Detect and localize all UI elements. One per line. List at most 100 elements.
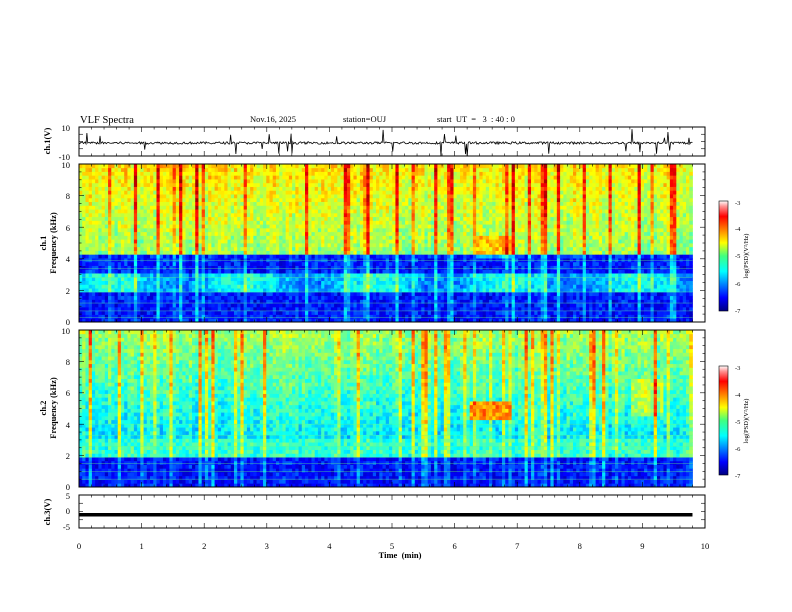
spectrogram-cell [133, 171, 138, 176]
spectrogram-cell [434, 216, 438, 221]
spectrogram-cell [188, 288, 193, 293]
spectrogram-cell [424, 265, 429, 270]
spectrogram-cell [137, 239, 141, 244]
spectrogram-cell [114, 273, 119, 278]
spectrogram-cell [250, 190, 254, 195]
spectrogram-cell [124, 295, 128, 300]
spectrogram-cell [182, 194, 186, 199]
spectrogram-cell [359, 306, 364, 312]
spectrogram-cell [279, 227, 283, 233]
spectrogram-cell [172, 243, 177, 248]
spectrogram-cell [398, 243, 403, 248]
spectrogram-cell [188, 235, 193, 240]
spectrogram-cell [275, 318, 280, 323]
spectrogram-cell [166, 231, 170, 236]
spectrogram-cell [421, 186, 425, 191]
spectrogram-cell [324, 179, 329, 184]
spectrogram-cell [359, 239, 364, 244]
spectrogram-cell [430, 205, 435, 210]
spectrogram-cell [201, 269, 206, 274]
spectrogram-cell [275, 167, 280, 172]
spectrogram-cell [288, 303, 293, 308]
spectrogram-cell [324, 246, 329, 251]
spectrogram-cell [447, 220, 451, 225]
spectrogram-cell [298, 167, 303, 172]
spectrogram-cell [269, 227, 274, 233]
spectrogram-cell [227, 276, 232, 282]
spectrogram-cell [340, 231, 345, 236]
spectrogram-cell [340, 227, 345, 233]
spectrogram-cell [204, 273, 209, 278]
spectrogram-cell [282, 227, 287, 233]
spectrogram-cell [366, 235, 370, 240]
spectrogram-cell [185, 273, 190, 278]
spectrogram-cell [392, 254, 396, 259]
spectrogram-cell [440, 239, 445, 244]
spectrogram-cell [240, 299, 245, 304]
spectrogram-cell [340, 261, 345, 266]
spectrogram-cell [117, 273, 122, 278]
spectrogram-cell [185, 239, 190, 244]
spectrogram-cell [275, 201, 280, 206]
spectrogram-cell [185, 269, 190, 274]
spectrogram-cell [305, 167, 309, 172]
spectrogram-cell [401, 273, 406, 278]
spectrogram-cell [159, 220, 164, 225]
spectrogram-cell [376, 164, 380, 169]
spectrogram-cell [263, 194, 267, 199]
spectrogram-cell [201, 182, 206, 187]
spectrogram-cell [314, 239, 319, 244]
spectrogram-cell [330, 194, 335, 199]
spectrogram-cell [305, 295, 309, 300]
spectrogram-cell [88, 250, 93, 255]
spectrogram-cell [133, 175, 138, 180]
spectrogram-cell [230, 194, 235, 199]
spectrogram-cell [382, 194, 387, 199]
spectrogram-cell [437, 216, 442, 221]
spectrogram-cell [230, 227, 235, 233]
spectrogram-cell [91, 276, 96, 282]
spectrogram-cell [104, 284, 109, 289]
spectrogram-cell [253, 224, 257, 229]
spectrogram-cell [353, 254, 358, 259]
spectrogram-cell [382, 314, 387, 319]
spectrogram-cell [330, 205, 335, 210]
spectrogram-cell [224, 182, 228, 187]
spectrogram-cell [447, 273, 451, 278]
spectrogram-cell [98, 212, 102, 218]
spectrogram-cell [269, 239, 274, 244]
spectrogram-cell [414, 201, 419, 206]
spectrogram-cell [179, 306, 183, 312]
spectrogram-cell [382, 201, 387, 206]
spectrogram-cell [443, 284, 448, 289]
spectrogram-cell [233, 164, 238, 169]
spectrogram-cell [353, 182, 358, 187]
spectrogram-cell [379, 205, 383, 210]
spectrogram-cell [162, 175, 167, 180]
spectrogram-cell [259, 224, 264, 229]
spectrogram-cell [382, 239, 387, 244]
spectrogram-cell [175, 224, 180, 229]
spectrogram-cell [372, 299, 377, 304]
spectrogram-cell [337, 212, 341, 218]
spectrogram-cell [275, 291, 280, 297]
spectrogram-cell [114, 254, 119, 259]
spectrogram-cell [85, 194, 90, 199]
spectrogram-cell [263, 299, 267, 304]
spectrogram-cell [398, 224, 403, 229]
spectrogram-cell [388, 201, 393, 206]
spectrogram-cell [388, 194, 393, 199]
spectrogram-cell [195, 235, 199, 240]
spectrogram-cell [301, 201, 306, 206]
spectrogram-cell [372, 231, 377, 236]
spectrogram-cell [427, 235, 432, 240]
spectrogram-cell [169, 164, 174, 169]
spectrogram-cell [259, 269, 264, 274]
spectrogram-cell [427, 175, 432, 180]
spectrogram-cell [392, 224, 396, 229]
spectrogram-cell [382, 280, 387, 285]
spectrogram-cell [385, 171, 390, 176]
spectrogram-cell [424, 197, 429, 203]
spectrogram-cell [217, 318, 222, 323]
spectrogram-cell [460, 273, 464, 278]
